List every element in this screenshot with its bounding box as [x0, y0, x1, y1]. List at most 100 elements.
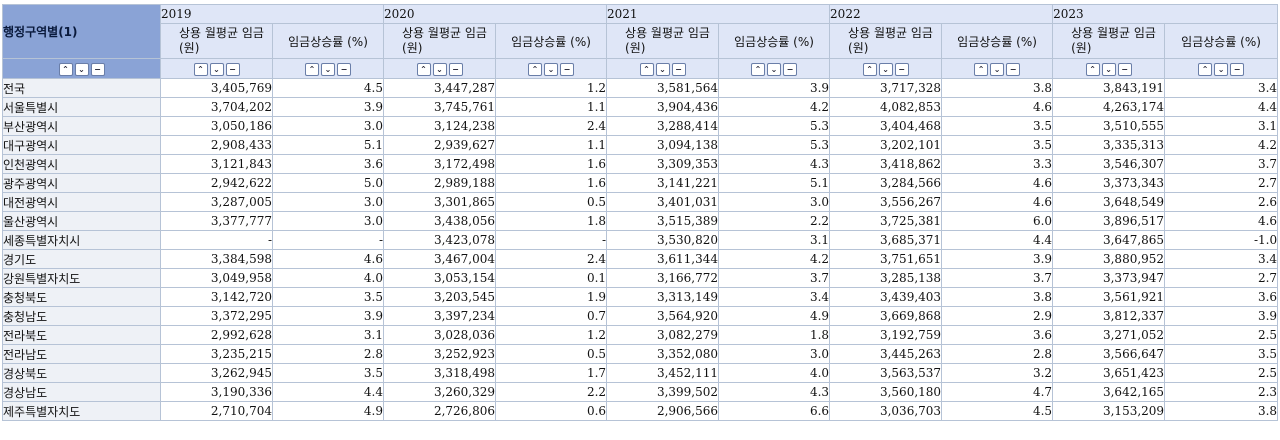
wage-cell: 3,260,329	[383, 382, 497, 402]
column-expand-button[interactable]: ⌃	[528, 63, 543, 76]
region-expand-button[interactable]: ⌃	[58, 63, 73, 76]
rate-cell: -1.0	[1164, 230, 1279, 250]
column-remove-button[interactable]: −	[894, 63, 909, 76]
wage-cell: 3,190,336	[160, 382, 273, 402]
column-expand-button[interactable]: ⌃	[305, 63, 319, 76]
wage-cell: 3,384,598	[160, 249, 273, 269]
table-row: 충청남도 3,372,295 3.9 3,397,234 0.7 3,564,920 4.9…	[2, 306, 1279, 326]
column-remove-button[interactable]: −	[783, 63, 798, 76]
wage-cell: 3,373,947	[1052, 268, 1166, 288]
wage-cell: 3,452,111	[606, 363, 720, 383]
wage-cell: 2,726,806	[383, 401, 497, 421]
column-collapse-button[interactable]: ⌄	[767, 63, 782, 76]
region-remove-button[interactable]: −	[90, 63, 105, 76]
rate-cell: 2.2	[718, 211, 831, 231]
column-collapse-button[interactable]: ⌄	[544, 63, 559, 76]
column-expand-button[interactable]: ⌃	[639, 63, 654, 76]
column-controls: ⌃ ⌄ −	[271, 58, 385, 79]
rate-cell: 2.8	[941, 344, 1054, 364]
wage-cell: 3,094,138	[606, 135, 720, 155]
wage-cell: 3,153,209	[1052, 401, 1166, 421]
rate-cell: 3.9	[271, 97, 385, 117]
column-collapse-button[interactable]: ⌄	[1101, 63, 1116, 76]
column-controls: ⌃ ⌄ −	[1052, 58, 1166, 79]
column-remove-button[interactable]: −	[337, 63, 351, 76]
region-cell: 전국	[2, 78, 161, 98]
wage-cell: 3,725,381	[829, 211, 943, 231]
column-controls: ⌃ ⌄ −	[160, 58, 273, 79]
table-row: 대구광역시 2,908,433 5.1 2,939,627 1.1 3,094,138 5.…	[2, 135, 1279, 155]
column-remove-button[interactable]: −	[225, 63, 240, 76]
wage-cell: 3,318,498	[383, 363, 497, 383]
column-collapse-button[interactable]: ⌄	[209, 63, 224, 76]
column-expand-button[interactable]: ⌃	[1198, 63, 1213, 76]
rate-column-header: 임금상승률 (%)	[271, 23, 385, 59]
rate-cell: 3.4	[718, 287, 831, 307]
column-expand-button[interactable]: ⌃	[1085, 63, 1100, 76]
table-row: 인천광역시 3,121,843 3.6 3,172,498 1.6 3,309,353 4.…	[2, 154, 1279, 174]
wage-cell: 3,515,389	[606, 211, 720, 231]
rate-cell: 3.2	[941, 363, 1054, 383]
column-expand-button[interactable]: ⌃	[751, 63, 766, 76]
column-remove-button[interactable]: −	[671, 63, 686, 76]
wage-cell: 3,467,004	[383, 249, 497, 269]
region-cell: 경상남도	[2, 382, 161, 402]
column-remove-button[interactable]: −	[1006, 63, 1021, 76]
wage-label-line1: 상용 월평균 임금	[625, 26, 710, 40]
column-remove-button[interactable]: −	[1117, 63, 1132, 76]
wage-label-line1: 상용 월평균 임금	[848, 26, 933, 40]
rate-cell: 2.7	[1164, 173, 1279, 193]
metric-header-row: 상용 월평균 임금 (원) 임금상승률 (%) 상용 월평균 임금 (원) 임금상승률 (…	[3, 23, 1279, 59]
rate-column-header: 임금상승률 (%)	[495, 23, 608, 59]
column-expand-button[interactable]: ⌃	[193, 63, 208, 76]
wage-cell: 3,904,436	[606, 97, 720, 117]
rate-cell: 4.2	[1164, 135, 1279, 155]
column-remove-button[interactable]: −	[1230, 63, 1245, 76]
wage-label-line2: (원)	[179, 41, 200, 55]
rate-cell: 2.9	[941, 306, 1054, 326]
column-collapse-button[interactable]: ⌄	[1214, 63, 1229, 76]
column-collapse-button[interactable]: ⌄	[878, 63, 893, 76]
column-expand-button[interactable]: ⌃	[974, 63, 989, 76]
region-cell: 제주특별자치도	[2, 401, 161, 421]
column-remove-button[interactable]: −	[560, 63, 575, 76]
column-collapse-button[interactable]: ⌄	[655, 63, 670, 76]
wage-cell: 3,036,703	[829, 401, 943, 421]
column-collapse-button[interactable]: ⌄	[990, 63, 1005, 76]
wage-cell: 3,704,202	[160, 97, 273, 117]
table-row: 서울특별시 3,704,202 3.9 3,745,761 1.1 3,904,436 4.…	[2, 97, 1279, 117]
year-header-2022: 2022	[829, 4, 1054, 24]
wage-cell: 3,642,165	[1052, 382, 1166, 402]
rate-cell: 4.4	[941, 230, 1054, 250]
region-cell: 인천광역시	[2, 154, 161, 174]
wage-cell: 3,313,149	[606, 287, 720, 307]
rate-cell: 6.6	[718, 401, 831, 421]
wage-cell: 3,648,549	[1052, 192, 1166, 212]
wage-column-header: 상용 월평균 임금 (원)	[1052, 23, 1166, 59]
wage-cell: 3,399,502	[606, 382, 720, 402]
rate-cell: 2.8	[271, 344, 385, 364]
region-collapse-button[interactable]: ⌄	[74, 63, 89, 76]
wage-column-header: 상용 월평균 임금 (원)	[160, 23, 273, 59]
rate-cell: 3.9	[271, 306, 385, 326]
region-column-controls: ⌃ ⌄ −	[2, 58, 161, 79]
rate-cell: 3.1	[1164, 116, 1279, 136]
wage-cell: 3,405,769	[160, 78, 273, 98]
table-row: 대전광역시 3,287,005 3.0 3,301,865 0.5 3,401,031 3.…	[2, 192, 1279, 212]
column-expand-button[interactable]: ⌃	[416, 63, 431, 76]
column-controls: ⌃ ⌄ −	[383, 58, 497, 79]
wage-column-header: 상용 월평균 임금 (원)	[383, 23, 497, 59]
wage-cell: 3,335,313	[1052, 135, 1166, 155]
wage-cell: 3,082,279	[606, 325, 720, 345]
rate-cell: 3.0	[718, 344, 831, 364]
rate-cell: 0.6	[495, 401, 608, 421]
region-cell: 강원특별자치도	[2, 268, 161, 288]
column-expand-button[interactable]: ⌃	[862, 63, 877, 76]
column-collapse-button[interactable]: ⌄	[432, 63, 447, 76]
column-collapse-button[interactable]: ⌄	[321, 63, 335, 76]
wage-cell: 3,373,343	[1052, 173, 1166, 193]
rate-cell: 3.0	[718, 192, 831, 212]
wage-cell: 3,172,498	[383, 154, 497, 174]
wage-cell: 3,141,221	[606, 173, 720, 193]
column-remove-button[interactable]: −	[448, 63, 463, 76]
